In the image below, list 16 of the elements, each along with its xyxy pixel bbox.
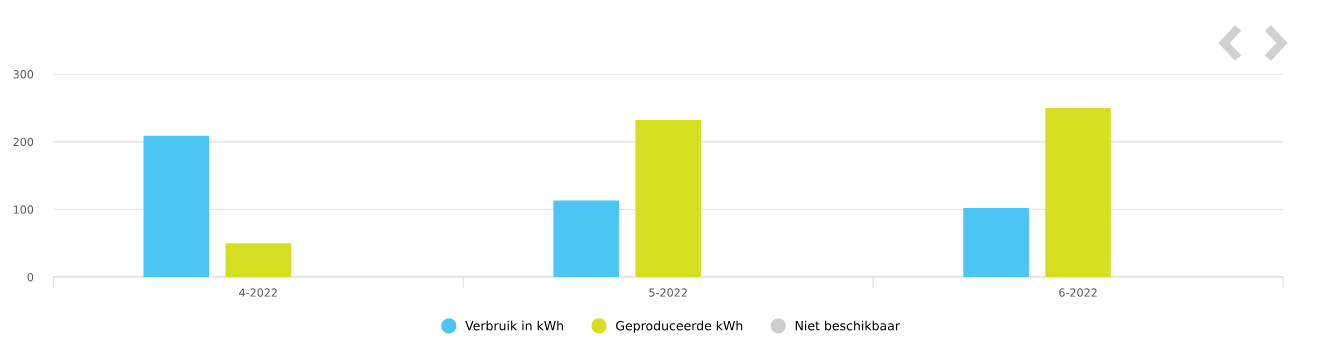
x-tick-label: 5-2022 [649,288,687,297]
bar [963,208,1029,278]
legend-label: Niet beschikbaar [795,320,900,331]
bar [1045,107,1111,278]
bar [553,200,619,278]
y-tick-label: 100 [13,205,34,214]
bar [635,120,701,278]
legend-label: Verbruik in kWh [465,320,564,331]
y-tick-label: 300 [13,70,34,79]
bar [143,135,210,278]
x-tick-label: 6-2022 [1059,288,1097,297]
x-tick-label: 4-2022 [239,288,277,297]
y-tick-label: 0 [27,272,34,282]
legend-label: Geproduceerde kWh [616,320,743,333]
bar [225,243,292,278]
y-tick-label: 200 [13,137,34,147]
